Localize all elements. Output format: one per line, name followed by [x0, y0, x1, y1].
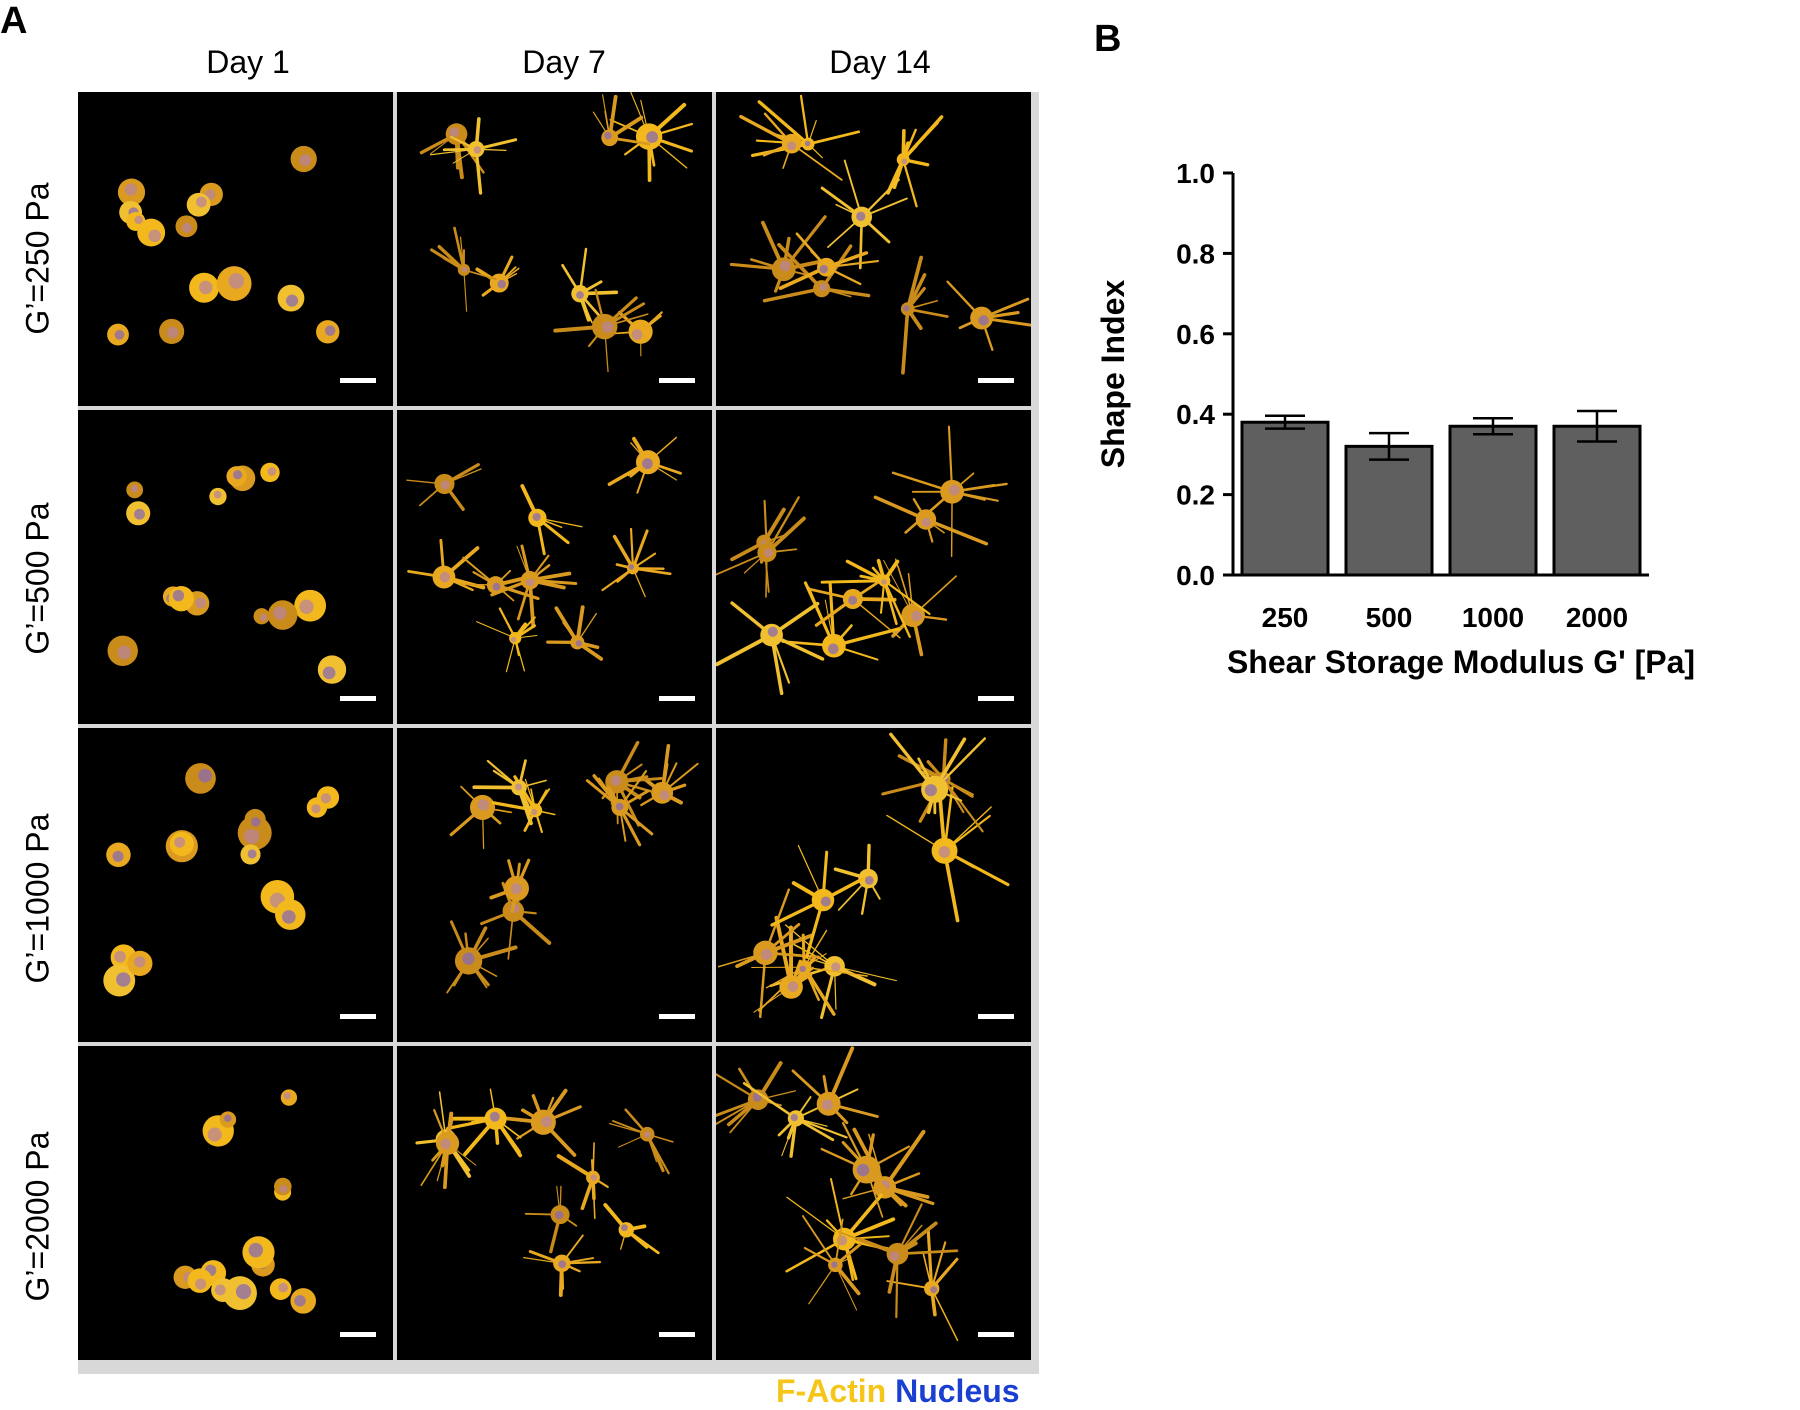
scale-bar: [659, 696, 695, 701]
micrograph-tile: [397, 410, 712, 724]
cell-image: [78, 728, 393, 1042]
cell-image: [716, 92, 1031, 406]
column-header-day-14: Day 14: [730, 44, 1030, 81]
scale-bar: [978, 1014, 1014, 1019]
x-tick-label: 1000: [1462, 602, 1524, 633]
x-tick-label: 2000: [1566, 602, 1628, 633]
bar: [1450, 426, 1536, 575]
bar: [1346, 446, 1432, 575]
micrograph-tile: [716, 1046, 1031, 1360]
row-header-2000: G’=2000 Pa: [20, 1067, 57, 1367]
micrograph-tile: [78, 1046, 393, 1360]
y-tick-label: 0.0: [1176, 560, 1215, 591]
panel-b-label: B: [1094, 18, 1121, 61]
x-tick-label: 500: [1366, 602, 1413, 633]
row-header-500: G’=500 Pa: [20, 429, 57, 729]
y-tick-label: 0.8: [1176, 238, 1215, 269]
x-tick-label: 250: [1262, 602, 1309, 633]
row-header-250: G’=250 Pa: [20, 109, 57, 409]
cell-image: [716, 728, 1031, 1042]
y-tick-label: 0.6: [1176, 319, 1215, 350]
column-header-day-7: Day 7: [414, 44, 714, 81]
shape-index-chart: 0.0 0.2 0.4 0.6 0.8 1.0 250 500 1000 2000 Shape In…: [1080, 60, 1800, 720]
micrograph-tile: [78, 410, 393, 724]
cell-image: [716, 1046, 1031, 1360]
legend-nucleus: Nucleus: [895, 1373, 1019, 1409]
scale-bar: [340, 1332, 376, 1337]
scale-bar: [659, 1332, 695, 1337]
y-tick-label: 0.2: [1176, 480, 1215, 511]
cell-image: [78, 410, 393, 724]
micrograph-tile: [397, 92, 712, 406]
cell-image: [397, 410, 712, 724]
micrograph-tile: [397, 1046, 712, 1360]
micrograph-tile: [716, 92, 1031, 406]
cell-image: [78, 1046, 393, 1360]
cell-image: [397, 92, 712, 406]
cell-image: [78, 92, 393, 406]
scale-bar: [659, 378, 695, 383]
micrograph-tile: [78, 728, 393, 1042]
cell-image: [716, 410, 1031, 724]
legend-factin: F-Actin: [776, 1373, 886, 1409]
row-header-1000: G’=1000 Pa: [20, 749, 57, 1049]
micrograph-tile: [78, 92, 393, 406]
chart-svg: 0.0 0.2 0.4 0.6 0.8 1.0 250 500 1000 2000 Shape In…: [1080, 60, 1800, 720]
scale-bar: [659, 1014, 695, 1019]
micrograph-tile: [716, 410, 1031, 724]
cell-image: [397, 728, 712, 1042]
micrograph-tile: [716, 728, 1031, 1042]
micrograph-grid: [78, 92, 1039, 1374]
scale-bar: [978, 696, 1014, 701]
stain-legend: F-Actin Nucleus: [776, 1373, 1020, 1410]
scale-bar: [978, 378, 1014, 383]
y-tick-label: 1.0: [1176, 158, 1215, 189]
bar: [1242, 422, 1328, 575]
y-tick-label: 0.4: [1176, 399, 1215, 430]
column-header-day-1: Day 1: [98, 44, 398, 81]
micrograph-tile: [397, 728, 712, 1042]
x-axis-title: Shear Storage Modulus G' [Pa]: [1227, 644, 1695, 680]
scale-bar: [978, 1332, 1014, 1337]
cell-image: [397, 1046, 712, 1360]
panel-a-label: A: [0, 0, 27, 43]
bar: [1554, 426, 1640, 575]
scale-bar: [340, 378, 376, 383]
y-axis-title: Shape Index: [1095, 280, 1131, 469]
scale-bar: [340, 1014, 376, 1019]
scale-bar: [340, 696, 376, 701]
